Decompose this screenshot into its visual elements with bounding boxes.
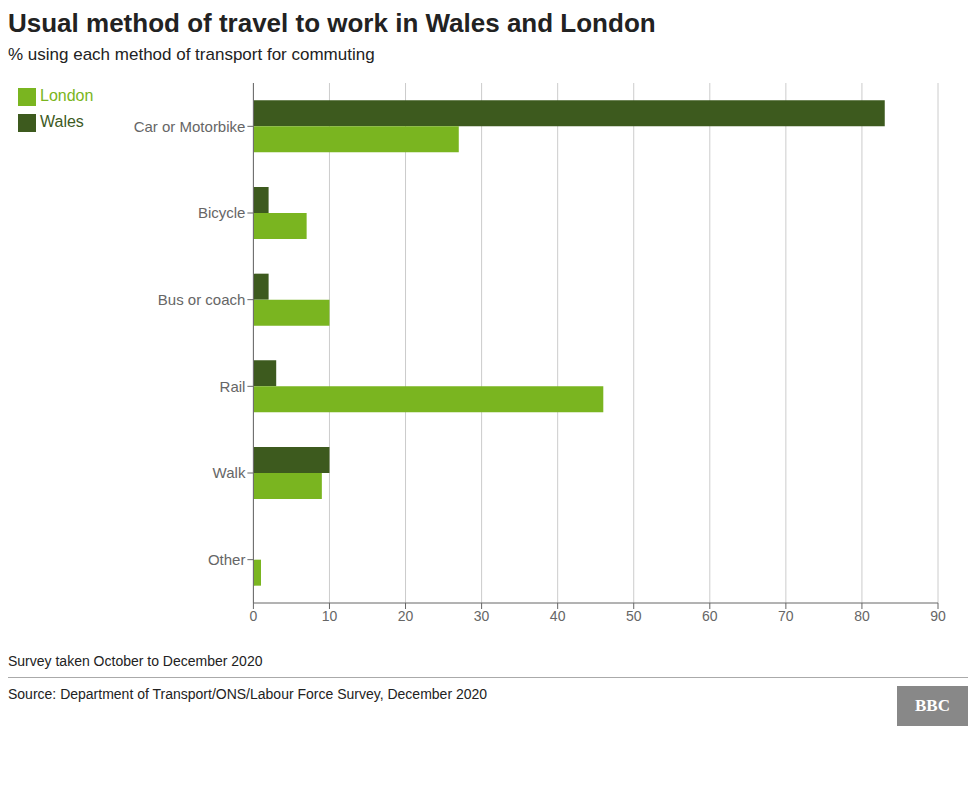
html-text:London: London	[40, 87, 94, 104]
html-text:BBC: BBC	[915, 696, 950, 715]
svg-text:70: 70	[778, 608, 794, 624]
svg-text:Bicycle: Bicycle	[198, 204, 246, 221]
svg-text:80: 80	[854, 608, 870, 624]
html-text:Wales: Wales	[40, 113, 84, 130]
svg-text:30: 30	[474, 608, 490, 624]
svg-text:Bus or coach: Bus or coach	[158, 291, 246, 308]
svg-text:Rail: Rail	[220, 378, 246, 395]
svg-text:Walk: Walk	[213, 464, 246, 481]
html-text:Survey taken October to Decemb: Survey taken October to December 2020	[8, 653, 263, 669]
svg-text:10: 10	[322, 608, 338, 624]
html-text:% using each method of transpo: % using each method of transport for com…	[8, 45, 375, 64]
svg-text:20: 20	[398, 608, 414, 624]
svg-text:Other: Other	[208, 551, 246, 568]
html-text:Usual method of travel to work: Usual method of travel to work in Wales …	[8, 8, 656, 38]
svg-text:40: 40	[550, 608, 566, 624]
svg-text:50: 50	[626, 608, 642, 624]
svg-text:60: 60	[702, 608, 718, 624]
svg-text:0: 0	[249, 608, 257, 624]
svg-text:Car or Motorbike: Car or Motorbike	[134, 118, 246, 135]
html-text:Source: Department of Transpor: Source: Department of Transport/ONS/Labo…	[8, 686, 488, 702]
svg-text:90: 90	[930, 608, 946, 624]
